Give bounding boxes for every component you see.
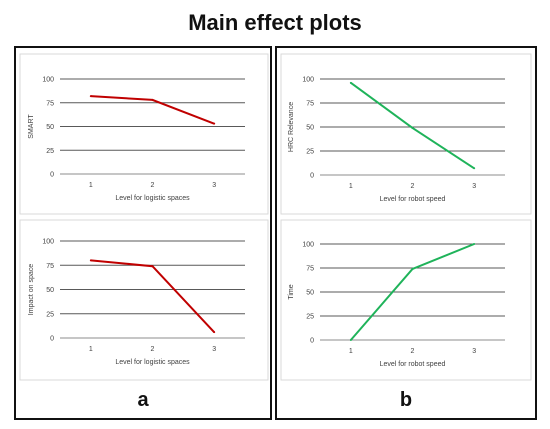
chart-card-3 (280, 219, 532, 381)
y-tick-label: 50 (46, 124, 54, 131)
chart-card-0 (19, 53, 269, 215)
y-tick-label: 0 (50, 172, 54, 179)
data-point (89, 259, 92, 262)
panel-a: a (14, 46, 272, 420)
x-tick-label: 2 (411, 348, 415, 355)
data-point (411, 267, 414, 270)
y-tick-label: 100 (302, 242, 314, 249)
y-tick-label: 75 (46, 100, 54, 107)
y-axis-label: SMART (28, 114, 35, 139)
y-tick-label: 0 (310, 338, 314, 345)
data-point (411, 126, 414, 129)
data-point (151, 265, 154, 268)
y-tick-label: 75 (306, 101, 314, 108)
y-tick-label: 25 (46, 311, 54, 318)
y-tick-label: 0 (50, 336, 54, 343)
y-tick-label: 50 (46, 287, 54, 294)
y-tick-label: 25 (46, 148, 54, 155)
y-tick-label: 50 (306, 125, 314, 132)
y-tick-label: 75 (46, 263, 54, 270)
x-tick-label: 3 (472, 348, 476, 355)
y-tick-label: 100 (302, 77, 314, 84)
data-point (473, 243, 476, 245)
chart-card-2 (280, 53, 532, 215)
data-point (349, 81, 352, 84)
page-title: Main effect plots (188, 10, 362, 35)
y-axis-label: Time (288, 284, 295, 299)
y-tick-label: 25 (306, 314, 314, 321)
x-axis-label: Level for robot speed (380, 196, 446, 203)
y-tick-label: 0 (310, 173, 314, 180)
x-tick-label: 2 (151, 346, 155, 353)
data-point (473, 167, 476, 170)
data-point (89, 95, 92, 98)
x-tick-label: 3 (212, 182, 216, 189)
y-tick-label: 75 (306, 266, 314, 273)
x-tick-label: 3 (472, 183, 476, 190)
data-point (213, 331, 216, 334)
x-tick-label: 2 (151, 182, 155, 189)
x-axis-label: Level for robot speed (380, 361, 446, 368)
x-tick-label: 3 (212, 346, 216, 353)
panel-b: b (275, 46, 537, 420)
y-tick-label: 50 (306, 290, 314, 297)
x-tick-label: 1 (349, 183, 353, 190)
y-axis-label: Impact on space (28, 264, 35, 315)
y-axis-label: HRC Relevance (288, 102, 295, 152)
x-tick-label: 1 (349, 348, 353, 355)
x-tick-label: 1 (89, 182, 93, 189)
data-point (349, 339, 352, 341)
x-tick-label: 2 (411, 183, 415, 190)
x-axis-label: Level for logistic spaces (115, 195, 190, 202)
panel-a-label: a (137, 389, 149, 411)
x-tick-label: 1 (89, 346, 93, 353)
y-tick-label: 100 (42, 239, 54, 246)
data-point (213, 122, 216, 125)
data-point (151, 98, 154, 101)
y-tick-label: 100 (42, 77, 54, 84)
y-tick-label: 25 (306, 149, 314, 156)
chart-card-1 (19, 219, 269, 381)
panel-b-label: b (399, 389, 413, 411)
x-axis-label: Level for logistic spaces (115, 359, 190, 366)
